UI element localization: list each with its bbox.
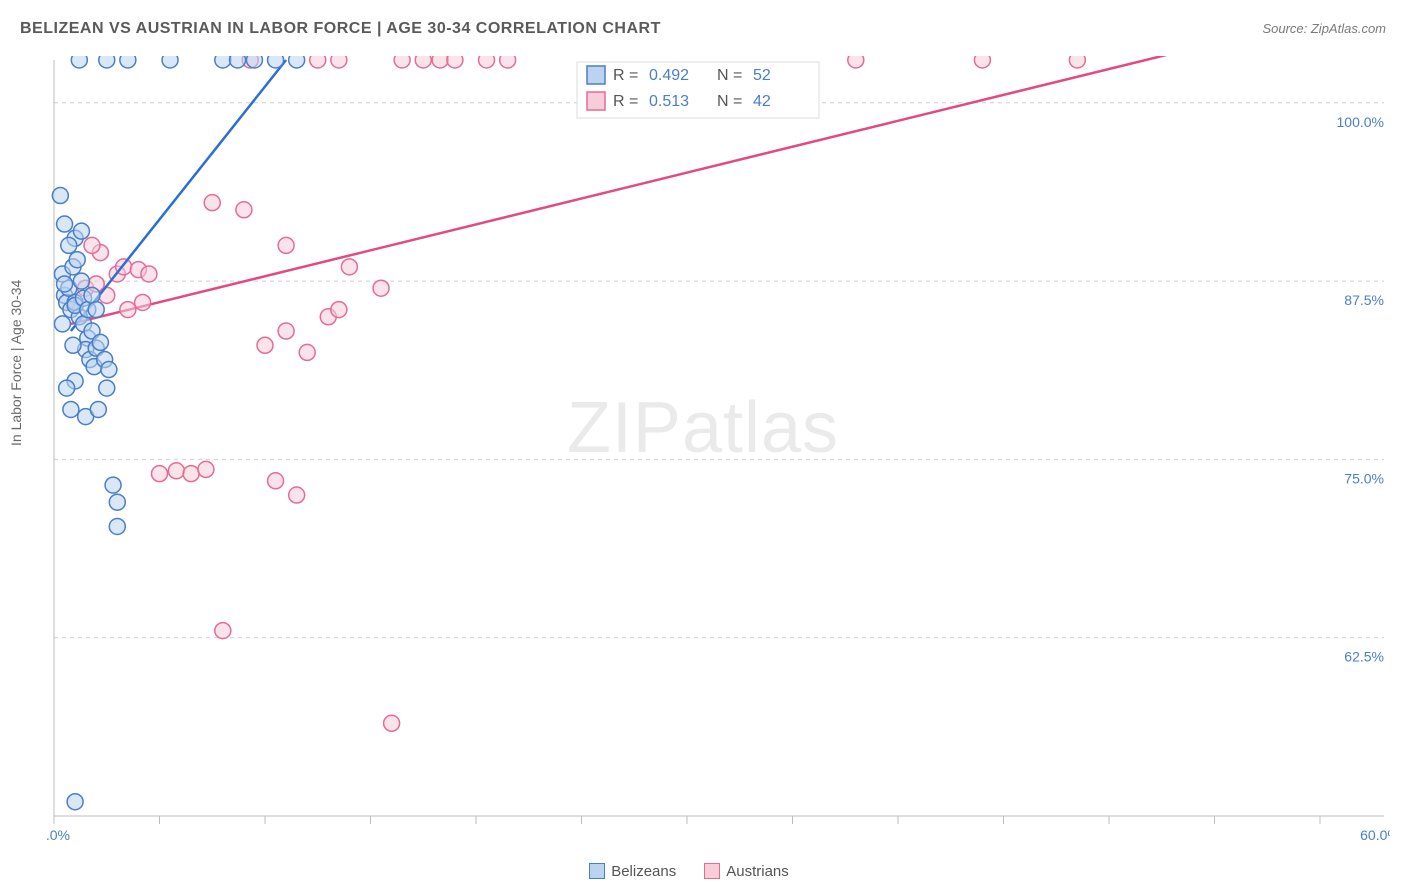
data-point bbox=[63, 401, 79, 417]
chart-title: BELIZEAN VS AUSTRIAN IN LABOR FORCE | AG… bbox=[20, 20, 661, 38]
data-point bbox=[71, 56, 87, 68]
legend-swatch bbox=[587, 92, 605, 110]
data-point bbox=[432, 56, 448, 68]
data-point bbox=[236, 202, 252, 218]
data-point bbox=[141, 266, 157, 282]
chart-area: 62.5% 75.0% 87.5% 100.0% 0.0% 60.0% R = 0.492 N … bbox=[46, 56, 1390, 850]
data-point bbox=[99, 287, 115, 303]
legend-swatch bbox=[589, 863, 605, 879]
legend-r-value: 0.492 bbox=[649, 67, 689, 84]
x-tick-label: 0.0% bbox=[46, 827, 70, 843]
data-point bbox=[1069, 56, 1085, 68]
trend-line bbox=[71, 60, 286, 331]
y-tick-label: 62.5% bbox=[1344, 649, 1384, 665]
data-point bbox=[215, 56, 231, 68]
data-point bbox=[183, 466, 199, 482]
data-point bbox=[373, 280, 389, 296]
data-point bbox=[447, 56, 463, 68]
x-tick-label: 60.0% bbox=[1360, 827, 1390, 843]
data-point bbox=[278, 323, 294, 339]
data-point bbox=[99, 56, 115, 68]
legend-series-name: Belizeans bbox=[611, 863, 676, 880]
data-point bbox=[331, 302, 347, 318]
data-point bbox=[105, 477, 121, 493]
data-point bbox=[246, 56, 262, 68]
data-point bbox=[57, 216, 73, 232]
data-point bbox=[65, 337, 81, 353]
data-point bbox=[500, 56, 516, 68]
data-point bbox=[59, 380, 75, 396]
data-point bbox=[257, 337, 273, 353]
data-point bbox=[162, 56, 178, 68]
data-point bbox=[204, 195, 220, 211]
legend-n-label: N = bbox=[717, 93, 742, 110]
data-point bbox=[101, 362, 117, 378]
legend-swatch bbox=[587, 66, 605, 84]
data-point bbox=[61, 237, 77, 253]
data-point bbox=[57, 276, 73, 292]
y-tick-label: 87.5% bbox=[1344, 292, 1384, 308]
data-point bbox=[52, 188, 68, 204]
data-point bbox=[69, 252, 85, 268]
y-tick-label: 75.0% bbox=[1344, 470, 1384, 486]
data-point bbox=[299, 344, 315, 360]
data-point bbox=[341, 259, 357, 275]
data-point bbox=[152, 466, 168, 482]
data-point bbox=[974, 56, 990, 68]
data-point bbox=[331, 56, 347, 68]
bottom-legend-item: Austrians bbox=[704, 863, 789, 880]
data-point bbox=[394, 56, 410, 68]
data-point bbox=[289, 56, 305, 68]
legend-r-label: R = bbox=[613, 93, 638, 110]
data-point bbox=[848, 56, 864, 68]
bottom-legend-item: Belizeans bbox=[589, 863, 676, 880]
data-point bbox=[88, 302, 104, 318]
data-point bbox=[268, 473, 284, 489]
data-point bbox=[120, 56, 136, 68]
data-point bbox=[415, 56, 431, 68]
data-point bbox=[310, 56, 326, 68]
y-tick-label: 100.0% bbox=[1337, 114, 1384, 130]
data-point bbox=[73, 273, 89, 289]
data-point bbox=[135, 294, 151, 310]
legend-series-name: Austrians bbox=[726, 863, 789, 880]
bottom-legend: Belizeans Austrians bbox=[0, 863, 1406, 880]
data-point bbox=[198, 461, 214, 477]
legend-r-value: 0.513 bbox=[649, 93, 689, 110]
legend-n-value: 52 bbox=[753, 67, 771, 84]
data-point bbox=[384, 715, 400, 731]
legend-swatch bbox=[704, 863, 720, 879]
y-axis-label: In Labor Force | Age 30-34 bbox=[8, 280, 24, 446]
data-point bbox=[215, 623, 231, 639]
data-point bbox=[84, 287, 100, 303]
legend-n-value: 42 bbox=[753, 93, 771, 110]
legend-r-label: R = bbox=[613, 67, 638, 84]
data-point bbox=[99, 380, 115, 396]
scatter-chart: 62.5% 75.0% 87.5% 100.0% 0.0% 60.0% R = 0.492 N … bbox=[46, 56, 1390, 850]
data-point bbox=[54, 316, 70, 332]
data-point bbox=[109, 494, 125, 510]
data-point bbox=[67, 794, 83, 810]
chart-source: Source: ZipAtlas.com bbox=[1262, 21, 1386, 36]
data-point bbox=[120, 302, 136, 318]
data-point bbox=[289, 487, 305, 503]
data-point bbox=[230, 56, 246, 68]
data-point bbox=[73, 223, 89, 239]
data-point bbox=[168, 463, 184, 479]
data-point bbox=[84, 237, 100, 253]
data-point bbox=[268, 56, 284, 68]
legend-n-label: N = bbox=[717, 67, 742, 84]
data-point bbox=[479, 56, 495, 68]
data-point bbox=[109, 518, 125, 534]
data-point bbox=[90, 401, 106, 417]
data-point bbox=[92, 334, 108, 350]
data-point bbox=[278, 237, 294, 253]
